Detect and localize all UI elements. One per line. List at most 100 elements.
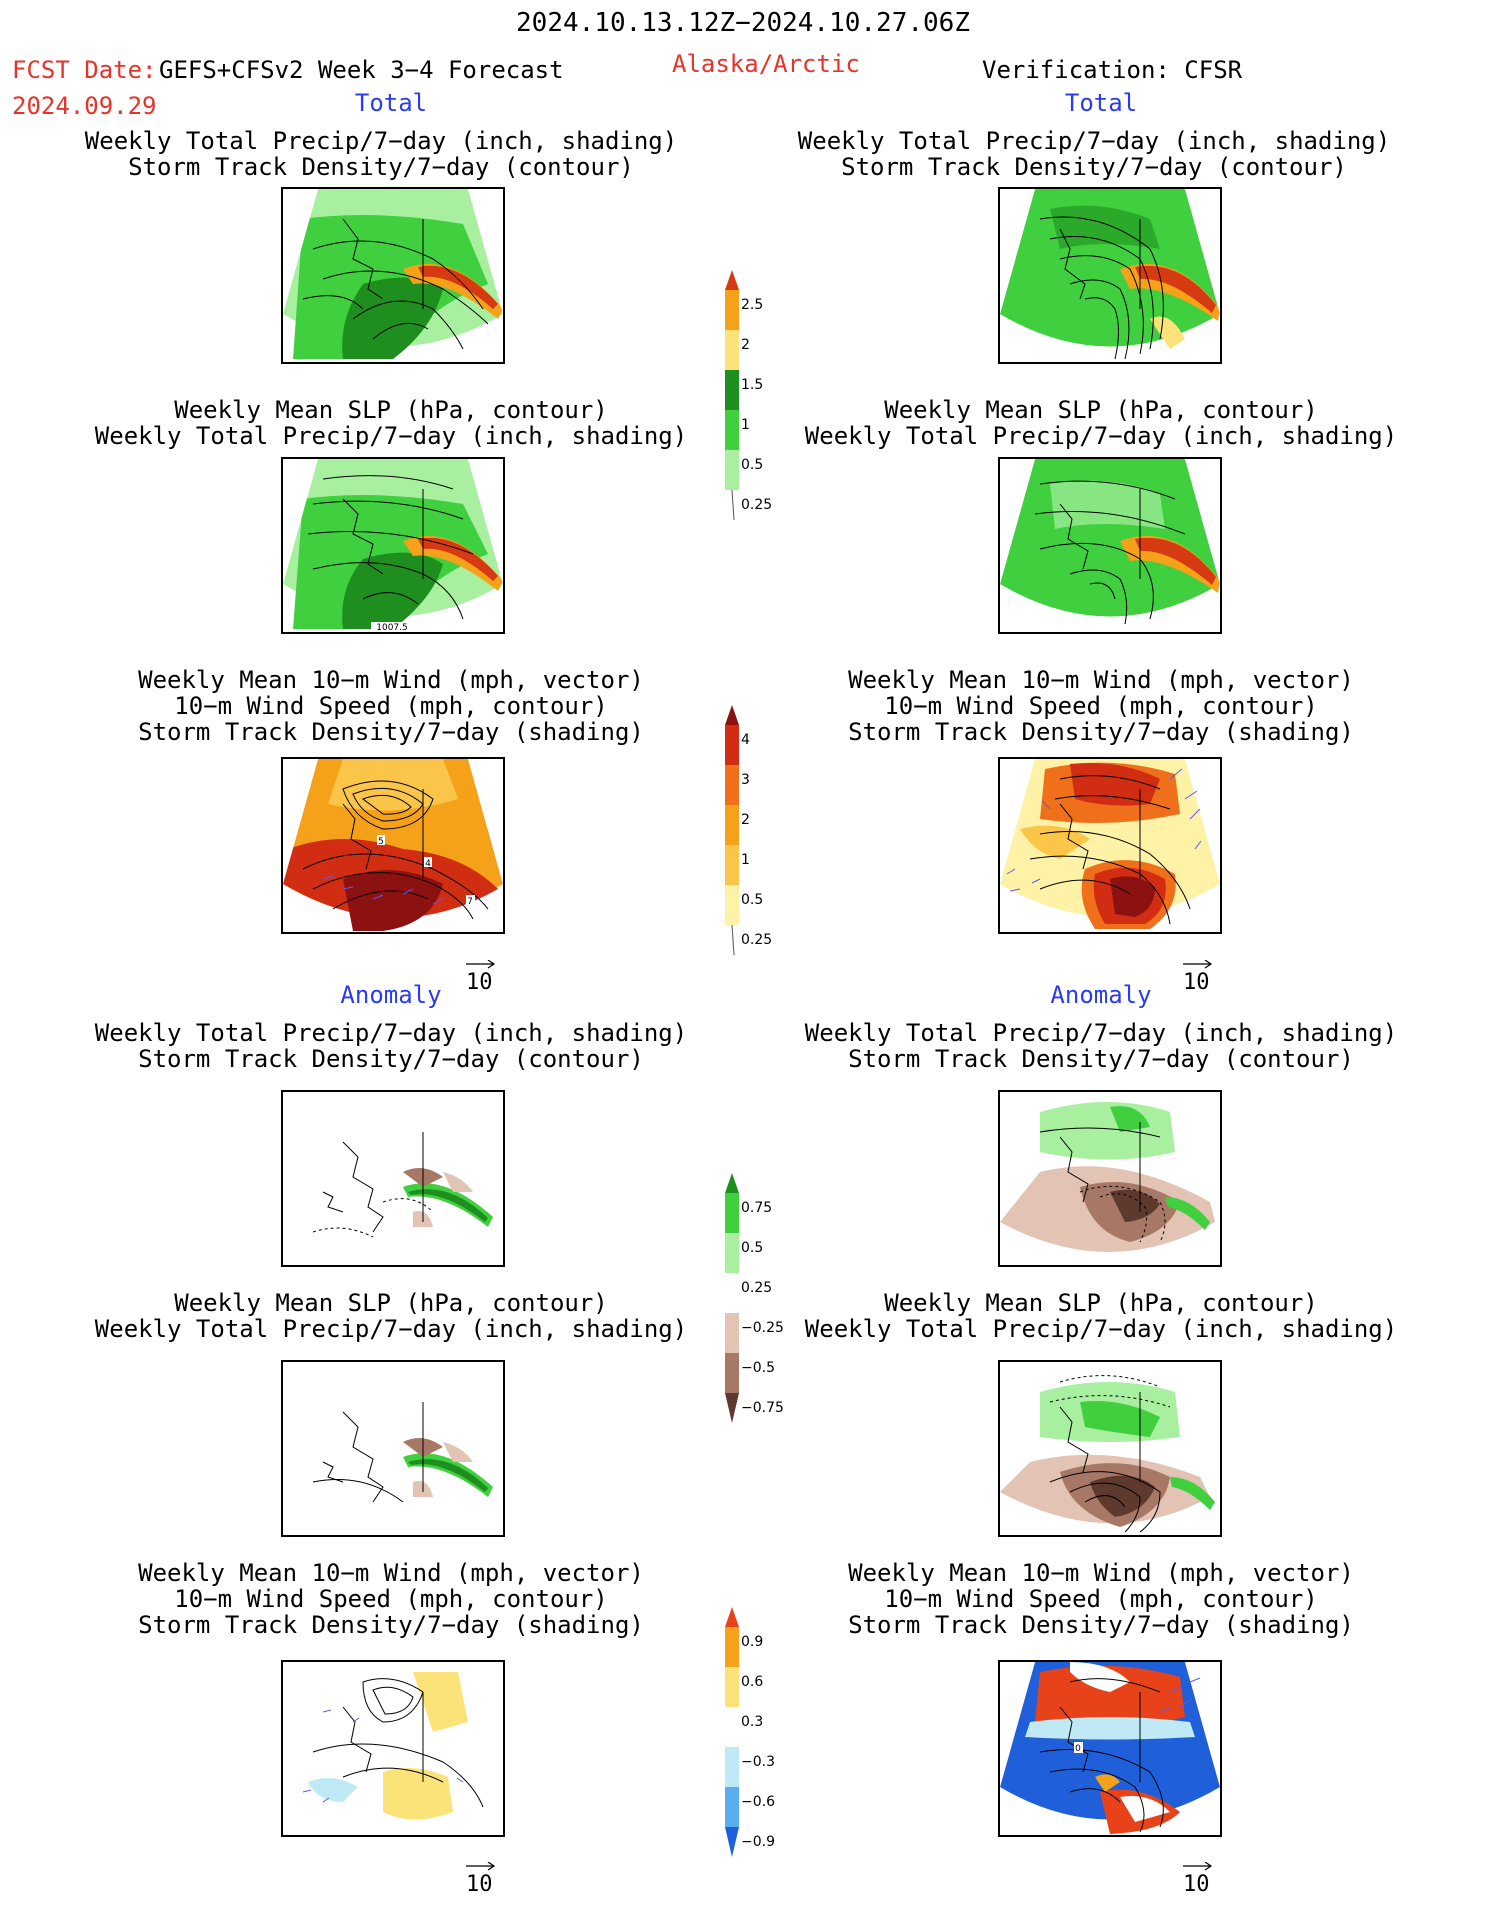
colorbar-tick-label: −0.75	[741, 1400, 784, 1416]
colorbar-tail	[731, 924, 735, 956]
map-slp-precip-anom-right	[998, 1360, 1222, 1537]
title-slp-precip-anom-right: Weekly Mean SLP (hPa, contour) Weekly To…	[804, 1289, 1398, 1343]
colorbar-tick-label: 4	[741, 732, 750, 748]
title-precip-storm-total-left: Weekly Total Precip/7−day (inch, shading…	[84, 127, 678, 181]
vector-reference-row3-left: 10	[466, 960, 506, 1000]
colorbar-swatch	[725, 370, 739, 410]
vector-reference-arrow-icon	[466, 1862, 496, 1871]
colorbar-tail	[731, 489, 735, 521]
slp-contour-label: 1007.5	[376, 623, 408, 632]
colorbar-swatch	[725, 705, 739, 725]
colorbar-tick-label: 2.5	[741, 297, 764, 313]
colorbar-swatch	[725, 1627, 739, 1667]
wind-contour-5: 5	[378, 837, 384, 847]
title-slp-precip-total-right: Weekly Mean SLP (hPa, contour) Weekly To…	[804, 396, 1398, 450]
vector-reference-label: 10	[1183, 970, 1210, 995]
map-wind-storm-total-left: 5 4 7	[281, 757, 505, 934]
map-precip-storm-anom-left	[281, 1090, 505, 1267]
map-wind-storm-anom-right-plot: 0	[1000, 1662, 1220, 1834]
colorbar-swatch	[725, 1173, 739, 1193]
title-wind-storm-total-right: Weekly Mean 10−m Wind (mph, vector) 10−m…	[848, 666, 1354, 746]
title-precip-storm-anom-left: Weekly Total Precip/7−day (inch, shading…	[94, 1019, 688, 1073]
colorbar-swatch	[725, 1747, 739, 1787]
map-slp-precip-total-right	[998, 457, 1222, 634]
colorbar-precip_anom-plot	[725, 1173, 739, 1423]
colorbar-storm_total-plot	[725, 705, 739, 956]
vector-reference-arrow-icon	[1183, 960, 1213, 969]
colorbar-tick-label: 1	[741, 417, 750, 433]
colorbar-tick-label: 0.25	[741, 1280, 773, 1296]
vector-reference-arrow-icon	[1183, 1862, 1213, 1871]
map-precip-storm-anom-left-plot	[312, 1132, 493, 1238]
colorbar-swatch	[725, 805, 739, 845]
colorbar-swatch	[725, 1193, 739, 1233]
map-slp-precip-anom-left	[281, 1360, 505, 1537]
map-precip-storm-total-left	[281, 187, 505, 364]
title-slp-precip-anom-left: Weekly Mean SLP (hPa, contour) Weekly To…	[94, 1289, 688, 1343]
colorbar-tick-label: 0.5	[741, 892, 764, 908]
vector-reference-label: 10	[466, 1872, 493, 1897]
colorbar-tick-label: 3	[741, 772, 750, 788]
map-precip-storm-total-right-plot	[1000, 189, 1220, 360]
map-precip-storm-anom-right	[998, 1090, 1222, 1267]
colorbar-swatch	[725, 845, 739, 885]
colorbar-tick-label: 2	[741, 812, 750, 828]
anom-wind-contour-0: 0	[1075, 1744, 1081, 1754]
title-wind-storm-anom-left: Weekly Mean 10−m Wind (mph, vector) 10−m…	[138, 1559, 644, 1639]
map-precip-storm-total-left-plot	[283, 189, 503, 359]
title-precip-storm-anom-right: Weekly Total Precip/7−day (inch, shading…	[804, 1019, 1398, 1073]
map-precip-storm-total-right	[998, 187, 1222, 364]
colorbar-tick-label: −0.5	[741, 1360, 775, 1376]
title-wind-storm-total-left: Weekly Mean 10−m Wind (mph, vector) 10−m…	[138, 666, 644, 746]
colorbar-tick-label: 0.75	[741, 1200, 773, 1216]
colorbar-tick-label: 0.9	[741, 1634, 764, 1650]
colorbar-swatch	[725, 765, 739, 805]
vector-reference-arrow-icon	[466, 960, 496, 969]
map-wind-storm-anom-left	[281, 1660, 505, 1837]
colorbar-tick-label: 2	[741, 337, 750, 353]
colorbar-tick-label: 0.25	[741, 497, 773, 513]
fcst-date: 2024.09.29	[12, 92, 157, 120]
map-slp-precip-total-right-plot	[1000, 459, 1220, 625]
colorbar-tick-label: −0.6	[741, 1794, 775, 1810]
period-title: 2024.10.13.12Z−2024.10.27.06Z	[516, 8, 970, 38]
colorbar-swatch	[725, 1667, 739, 1707]
colorbar-tick-label: 1.5	[741, 377, 764, 393]
colorbar-tick-label: 0.5	[741, 1240, 764, 1256]
map-slp-precip-anom-left-plot	[312, 1402, 493, 1503]
verification-label: Verification: CFSR	[982, 56, 1243, 84]
colorbar-precip-anom: 0.75 0.5 0.25 −0.25 −0.5 −0.75	[725, 1173, 815, 1458]
colorbar-swatch	[725, 1707, 739, 1747]
vector-reference-label: 10	[466, 970, 493, 995]
colorbar-swatch	[725, 330, 739, 370]
colorbar-tick-label: −0.9	[741, 1834, 775, 1850]
colorbar-swatch	[725, 1827, 739, 1857]
map-slp-precip-anom-right-plot	[1000, 1362, 1220, 1533]
map-slp-precip-total-left-plot: 1007.5	[283, 459, 503, 632]
title-precip-storm-total-right: Weekly Total Precip/7−day (inch, shading…	[797, 127, 1391, 181]
vector-reference-row3-right: 10	[1183, 960, 1223, 1000]
vector-reference-row6-right: 10	[1183, 1862, 1223, 1902]
colorbar-swatch	[725, 725, 739, 765]
colorbar-storm-anom: 0.9 0.6 0.3 −0.3 −0.6 −0.9	[725, 1607, 815, 1892]
title-slp-precip-total-left: Weekly Mean SLP (hPa, contour) Weekly To…	[94, 396, 688, 450]
colorbar-swatch	[725, 290, 739, 330]
colorbar-swatch	[725, 1273, 739, 1313]
fcst-label: FCST Date:	[12, 56, 157, 84]
model-label: GEFS+CFSv2 Week 3−4 Forecast	[159, 56, 564, 84]
colorbar-precip-total: 2.5 2 1.5 1 0.5 0.25	[725, 270, 815, 555]
map-wind-storm-total-right-plot	[1000, 759, 1220, 929]
colorbar-swatch	[725, 450, 739, 490]
map-precip-storm-anom-right-plot	[1000, 1092, 1220, 1252]
colorbar-swatch	[725, 1393, 739, 1423]
map-slp-precip-total-left: 1007.5	[281, 457, 505, 634]
anomaly-label-left: Anomaly	[340, 981, 442, 1009]
colorbar-swatch	[725, 1313, 739, 1353]
total-label-right: Total	[1064, 89, 1138, 117]
colorbar-tick-label: 0.3	[741, 1714, 764, 1730]
colorbar-tick-label: 1	[741, 852, 750, 868]
vector-reference-label: 10	[1183, 1872, 1210, 1897]
title-wind-storm-anom-right: Weekly Mean 10−m Wind (mph, vector) 10−m…	[848, 1559, 1354, 1639]
colorbar-tick-label: −0.3	[741, 1754, 775, 1770]
map-wind-storm-anom-right: 0	[998, 1660, 1222, 1837]
